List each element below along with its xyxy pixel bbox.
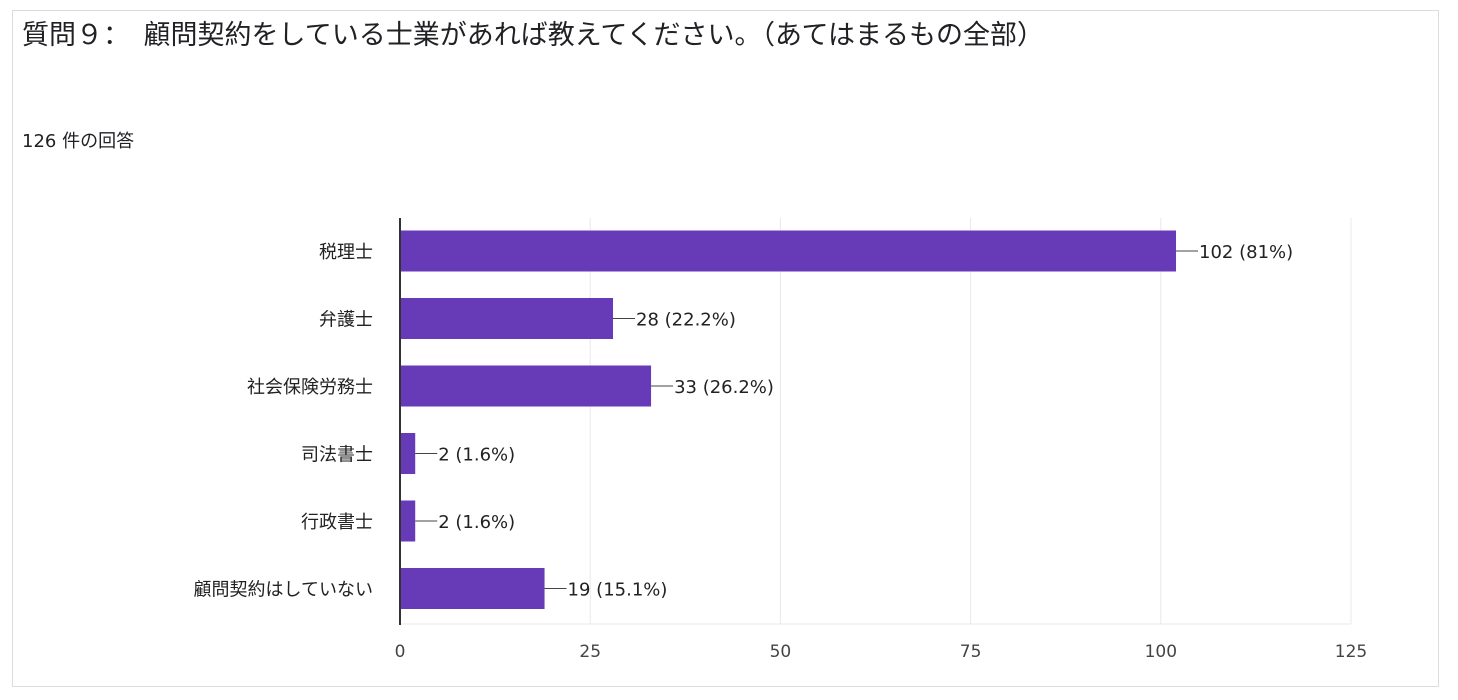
data-label: 28 (22.2%) xyxy=(636,310,736,331)
data-label: 2 (1.6%) xyxy=(438,512,515,533)
x-tick-label: 100 xyxy=(1145,642,1177,662)
bar xyxy=(400,365,652,407)
bar xyxy=(400,500,416,542)
x-tick-label: 50 xyxy=(770,642,792,662)
response-count: 126 件の回答 xyxy=(22,131,135,152)
x-tick-label: 0 xyxy=(395,642,406,662)
bar xyxy=(400,568,545,609)
category-label: 弁護士 xyxy=(319,310,373,331)
bar xyxy=(400,298,614,339)
category-label: 税理士 xyxy=(319,242,373,263)
data-label: 102 (81%) xyxy=(1199,242,1293,263)
x-tick-label: 125 xyxy=(1335,642,1367,662)
question-title: 質問９： 顧問契約をしている士業があれば教えてください。（あてはまるもの全部） xyxy=(22,20,1044,51)
data-label: 33 (26.2%) xyxy=(674,377,774,398)
question-card xyxy=(12,10,1439,687)
category-label: 司法書士 xyxy=(301,445,373,466)
category-label: 顧問契約はしていない xyxy=(194,580,373,601)
x-tick-label: 75 xyxy=(960,642,982,662)
x-tick-label: 25 xyxy=(579,642,601,662)
category-label: 行政書士 xyxy=(301,512,373,533)
bar xyxy=(400,433,416,474)
data-label: 19 (15.1%) xyxy=(568,580,668,601)
category-label: 社会保険労務士 xyxy=(247,377,373,398)
bar xyxy=(400,230,1177,272)
data-label: 2 (1.6%) xyxy=(438,445,515,466)
